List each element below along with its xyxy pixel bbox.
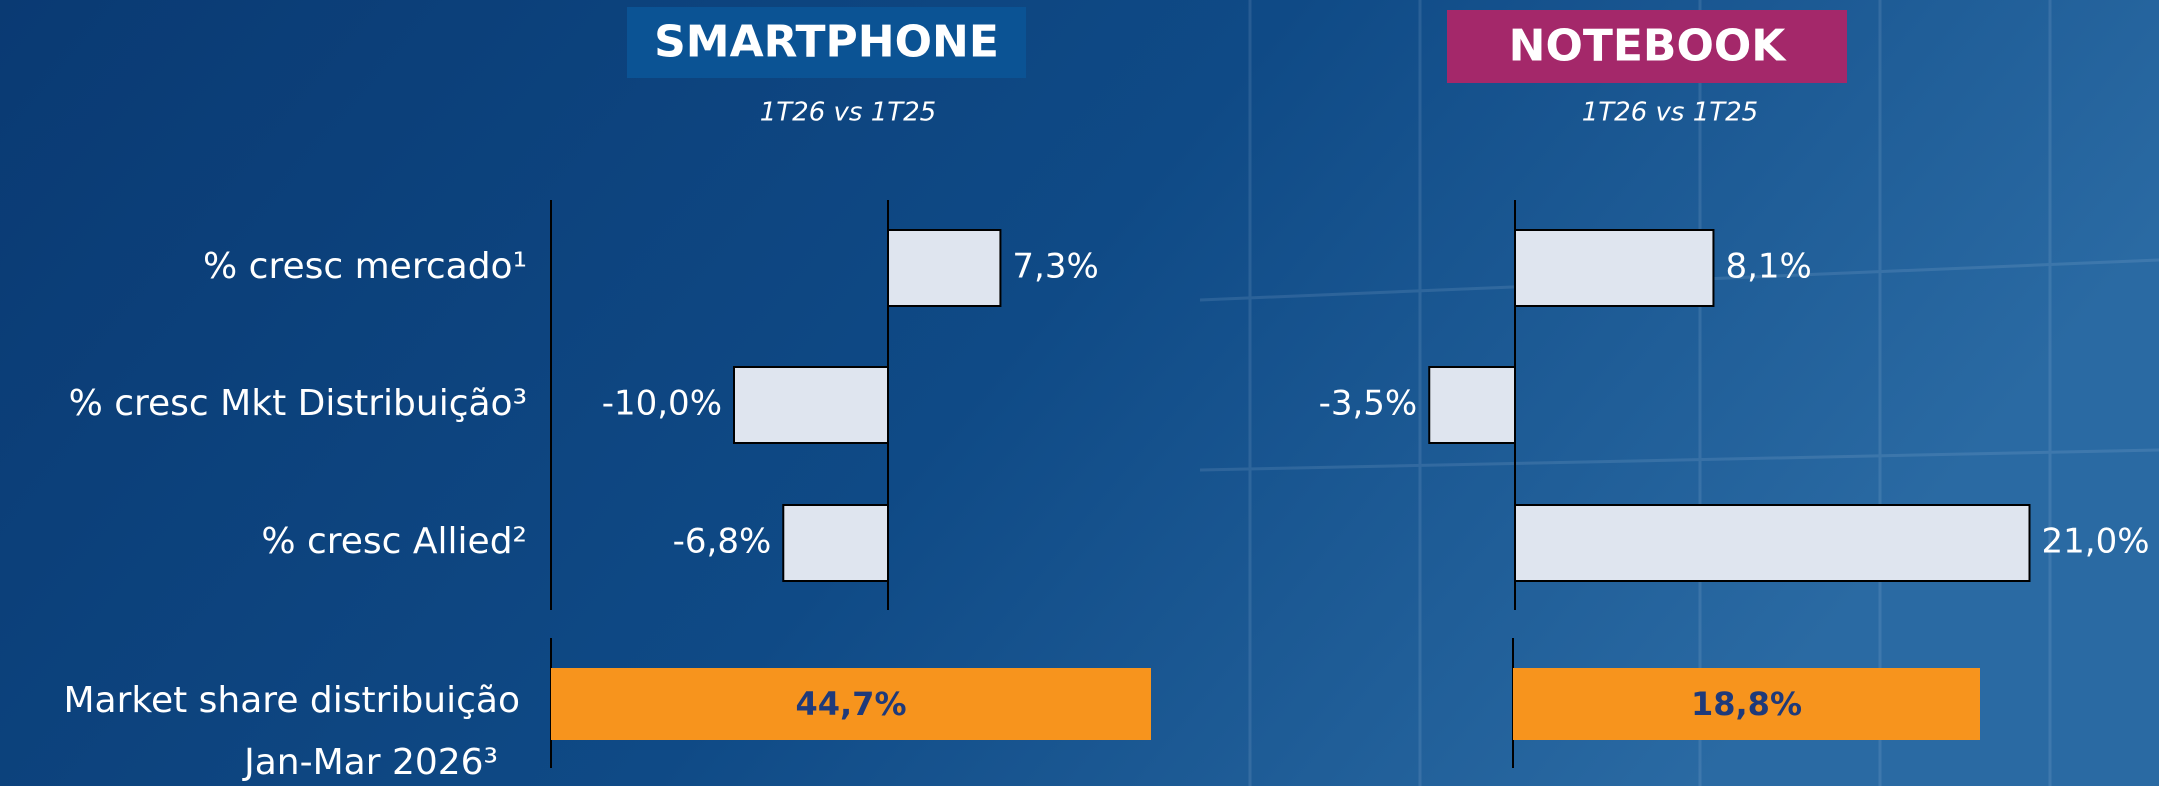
category-label: % cresc mercado¹ xyxy=(203,246,527,287)
chart: Market share distribuição Jan-Mar 2026³ … xyxy=(0,0,2159,786)
share-value-label: 44,7% xyxy=(795,685,906,723)
value-label: -10,0% xyxy=(602,384,722,424)
bar xyxy=(783,505,888,581)
panel-subtitle: 1T26 vs 1T25 xyxy=(760,98,936,128)
value-label: 21,0% xyxy=(2042,522,2150,562)
value-label: -3,5% xyxy=(1319,384,1418,424)
bar xyxy=(1515,230,1713,306)
value-label: 8,1% xyxy=(1725,247,1811,287)
bar xyxy=(888,230,1000,306)
value-label: -6,8% xyxy=(673,522,772,562)
bar xyxy=(1515,505,2030,581)
share-label: Jan-Mar 2026³ xyxy=(242,742,498,783)
bar xyxy=(1429,367,1515,443)
share-label: Market share distribuição xyxy=(63,680,520,721)
panel-title: SMARTPHONE xyxy=(654,17,999,68)
value-label: 7,3% xyxy=(1012,247,1098,287)
panel-title: NOTEBOOK xyxy=(1509,21,1788,72)
bar xyxy=(734,367,888,443)
category-label: % cresc Allied² xyxy=(261,521,527,562)
page: Market share distribuição Jan-Mar 2026³ … xyxy=(0,0,2159,786)
panel-subtitle: 1T26 vs 1T25 xyxy=(1582,98,1758,128)
category-label: % cresc Mkt Distribuição³ xyxy=(69,383,527,424)
share-value-label: 18,8% xyxy=(1691,685,1802,723)
